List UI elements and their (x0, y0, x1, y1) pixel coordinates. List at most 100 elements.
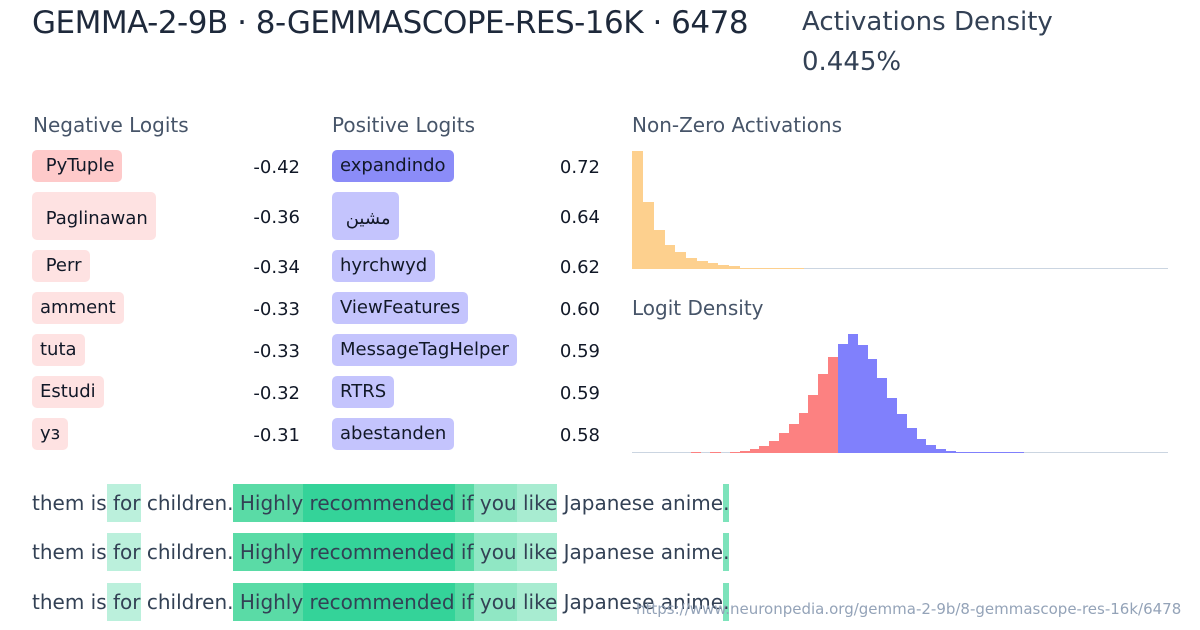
logit-token: уз (32, 418, 69, 450)
token: children (140, 590, 228, 614)
logit-value: 0.59 (559, 383, 600, 404)
histogram-bar (994, 452, 1005, 453)
token: . (227, 540, 234, 564)
token: Highly (233, 583, 304, 621)
token: them (32, 540, 85, 564)
histogram-bar (798, 412, 809, 453)
logit-token: expandindo (332, 150, 454, 182)
token: like (516, 484, 558, 522)
token: anime (654, 590, 724, 614)
histogram-bar (926, 444, 937, 453)
token: them (32, 590, 85, 614)
histogram-bar (867, 359, 878, 453)
token: Highly (233, 533, 304, 571)
example-sentence: them is for children. Highly recommended… (32, 484, 730, 522)
token: you (473, 484, 517, 522)
nonzero-activations-histogram (632, 150, 1168, 269)
histogram-bar (896, 413, 907, 453)
logit-value: -0.34 (253, 257, 300, 278)
token: is (84, 590, 107, 614)
logit-row: Paglinawan (32, 192, 156, 240)
histogram-bar (771, 268, 783, 269)
histogram-bar (808, 394, 819, 453)
histogram-bar (730, 451, 741, 453)
token: recommended (303, 484, 455, 522)
negative-logits-label: Negative Logits (33, 113, 189, 137)
histogram-bar (710, 452, 721, 453)
histogram-bar (965, 452, 976, 453)
histogram-bar (782, 268, 794, 269)
histogram-bar (760, 268, 772, 269)
logit-token: hyrchwyd (332, 250, 436, 282)
token: . (723, 583, 730, 621)
logit-row: tuta (32, 334, 85, 366)
logit-value: -0.42 (253, 157, 300, 178)
logit-value: -0.32 (253, 383, 300, 404)
histogram-bar (975, 452, 986, 453)
logit-row: MessageTagHelper (332, 334, 517, 366)
logit-token: ViewFeatures (332, 292, 469, 324)
logit-density-histogram (632, 333, 1168, 453)
histogram-bar (877, 378, 888, 453)
histogram-bar (1004, 452, 1015, 453)
histogram-bar (685, 258, 697, 269)
negative-logits-list: PyTuple -0.42 Paglinawan -0.36 Perr -0.34 am… (32, 150, 302, 450)
histogram-bar (653, 230, 665, 269)
token: . (227, 590, 234, 614)
token: anime (654, 491, 724, 515)
token: them (32, 491, 85, 515)
source-url: https://www.neuronpedia.org/gemma-2-9b/8… (636, 600, 1182, 618)
token: Japanese (557, 540, 655, 564)
page-title: GEMMA-2-9B · 8-GEMMASCOPE-RES-16K · 6478 (32, 5, 749, 41)
logit-value: -0.31 (253, 425, 300, 446)
histogram-bar (728, 266, 740, 269)
logit-row: amment (32, 292, 124, 324)
histogram-bar (837, 343, 848, 453)
token: . (227, 491, 234, 515)
density-label: Activations Density (802, 7, 1053, 37)
histogram-bar (674, 252, 687, 269)
logit-token: amment (32, 292, 124, 324)
logit-token: tuta (32, 334, 85, 366)
logit-row: مشين (332, 192, 399, 240)
logit-token: Perr (32, 250, 90, 282)
logit-value: 0.59 (559, 341, 600, 362)
logit-value: 0.72 (559, 157, 600, 178)
token: recommended (303, 533, 455, 571)
logit-value: -0.36 (253, 207, 300, 228)
histogram-bar (717, 265, 729, 269)
logit-row: abestanden (332, 418, 455, 450)
histogram-bar (788, 424, 799, 453)
histogram-bar (749, 268, 762, 269)
logit-value: 0.60 (559, 299, 600, 320)
token: anime (654, 540, 724, 564)
histogram-bar (828, 356, 839, 453)
logit-value: -0.33 (253, 341, 300, 362)
histogram-bar (779, 432, 790, 453)
histogram-bar (739, 267, 751, 269)
histogram-bar (847, 334, 858, 453)
histogram-bar (916, 438, 927, 453)
token: if (454, 484, 474, 522)
histogram-bar (886, 398, 897, 453)
logit-value: 0.62 (559, 257, 600, 278)
token: you (473, 583, 517, 621)
token: for (106, 484, 141, 522)
token: Highly (233, 484, 304, 522)
logit-token: abestanden (332, 418, 455, 450)
logit-row: уз (32, 418, 69, 450)
logit-token: Paglinawan (32, 192, 156, 240)
histogram-bar (818, 374, 829, 453)
histogram-bar (945, 450, 956, 453)
x-axis-line (632, 268, 1168, 269)
logit-row: RTRS (332, 376, 395, 408)
token: if (454, 533, 474, 571)
token: children (140, 491, 228, 515)
logit-row: hyrchwyd (332, 250, 436, 282)
histogram-bar (690, 452, 701, 453)
logit-value: 0.58 (559, 425, 600, 446)
logit-value: -0.33 (253, 299, 300, 320)
token: you (473, 533, 517, 571)
token: children (140, 540, 228, 564)
token: is (84, 491, 107, 515)
